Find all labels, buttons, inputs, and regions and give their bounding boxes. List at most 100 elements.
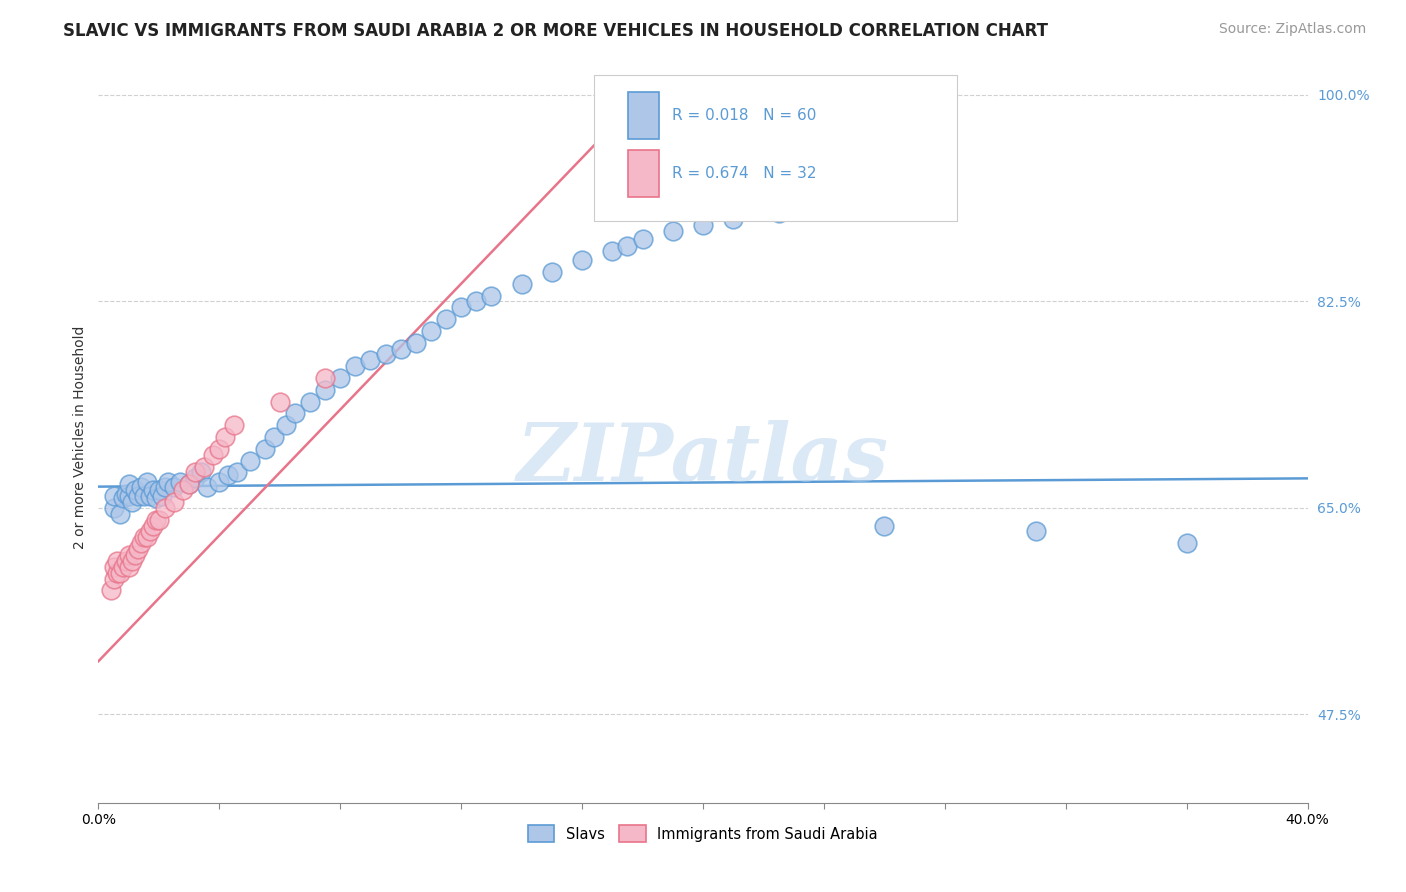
Point [481,288,503,302]
Point [153,500,176,515]
Point [103,489,125,503]
Point [540,265,562,279]
Point [169,475,191,489]
Point [129,536,152,550]
Point [195,480,218,494]
Point [124,548,146,562]
Point [121,495,143,509]
Point [217,467,239,482]
Legend: Slavs, Immigrants from Saudi Arabia: Slavs, Immigrants from Saudi Arabia [522,820,884,848]
Point [150,489,173,503]
Point [179,477,201,491]
Point [153,480,176,494]
Text: SLAVIC VS IMMIGRANTS FROM SAUDI ARABIA 2 OR MORE VEHICLES IN HOUSEHOLD CORRELATI: SLAVIC VS IMMIGRANTS FROM SAUDI ARABIA 2… [63,22,1049,40]
Point [108,507,131,521]
Point [163,480,186,494]
Point [465,294,488,309]
Point [208,475,231,489]
Point [602,244,624,258]
Point [190,466,212,480]
Point [344,359,367,374]
Point [299,394,322,409]
Point [129,480,152,494]
Y-axis label: 2 or more Vehicles in Household: 2 or more Vehicles in Household [73,326,87,549]
Point [193,459,215,474]
Text: ZIPatlas: ZIPatlas [517,420,889,498]
Point [314,383,336,397]
Point [103,572,125,586]
Text: R = 0.018   N = 60: R = 0.018 N = 60 [672,108,815,123]
Point [692,218,714,232]
FancyBboxPatch shape [628,151,659,197]
Point [118,489,141,503]
Point [156,475,179,489]
Point [269,394,291,409]
Point [208,442,231,456]
Point [616,239,638,253]
Point [127,542,149,557]
Point [163,495,186,509]
Point [184,466,207,480]
Point [253,442,276,456]
Point [768,206,790,220]
Point [224,418,246,433]
Point [179,477,201,491]
Point [148,513,170,527]
Point [139,489,162,503]
Text: Source: ZipAtlas.com: Source: ZipAtlas.com [1219,22,1367,37]
Point [111,559,134,574]
Point [202,448,225,462]
Point [145,491,167,506]
Point [118,559,141,574]
Point [873,518,896,533]
Point [121,554,143,568]
Point [105,566,128,580]
Point [114,486,136,500]
Point [148,483,170,498]
Point [631,232,654,246]
Point [263,430,285,444]
Point [389,342,412,356]
Point [1024,524,1046,539]
Point [124,483,146,498]
Point [108,566,131,580]
Point [284,407,307,421]
Text: R = 0.674   N = 32: R = 0.674 N = 32 [672,166,815,181]
Point [214,430,236,444]
Point [329,371,352,385]
Point [114,554,136,568]
Point [135,475,157,489]
Point [184,471,207,485]
Point [360,353,382,368]
Point [100,583,122,598]
Point [374,347,396,361]
Point [132,489,155,503]
Point [172,483,194,498]
FancyBboxPatch shape [595,75,957,221]
Point [434,312,457,326]
Point [142,518,165,533]
Point [127,489,149,503]
Point [661,224,683,238]
Point [723,211,745,226]
Point [118,548,141,562]
Point [111,491,134,506]
FancyBboxPatch shape [628,92,659,138]
Point [103,559,125,574]
Point [450,301,472,315]
Point [135,530,157,544]
Point [510,277,533,291]
Point [405,335,427,350]
Point [274,418,297,433]
Point [571,253,593,268]
Point [132,530,155,544]
Point [314,371,336,385]
Point [1175,536,1198,550]
Point [103,500,125,515]
Point [226,466,249,480]
Point [145,513,167,527]
Point [118,477,141,491]
Point [142,483,165,498]
Point [420,324,443,338]
Point [105,554,128,568]
